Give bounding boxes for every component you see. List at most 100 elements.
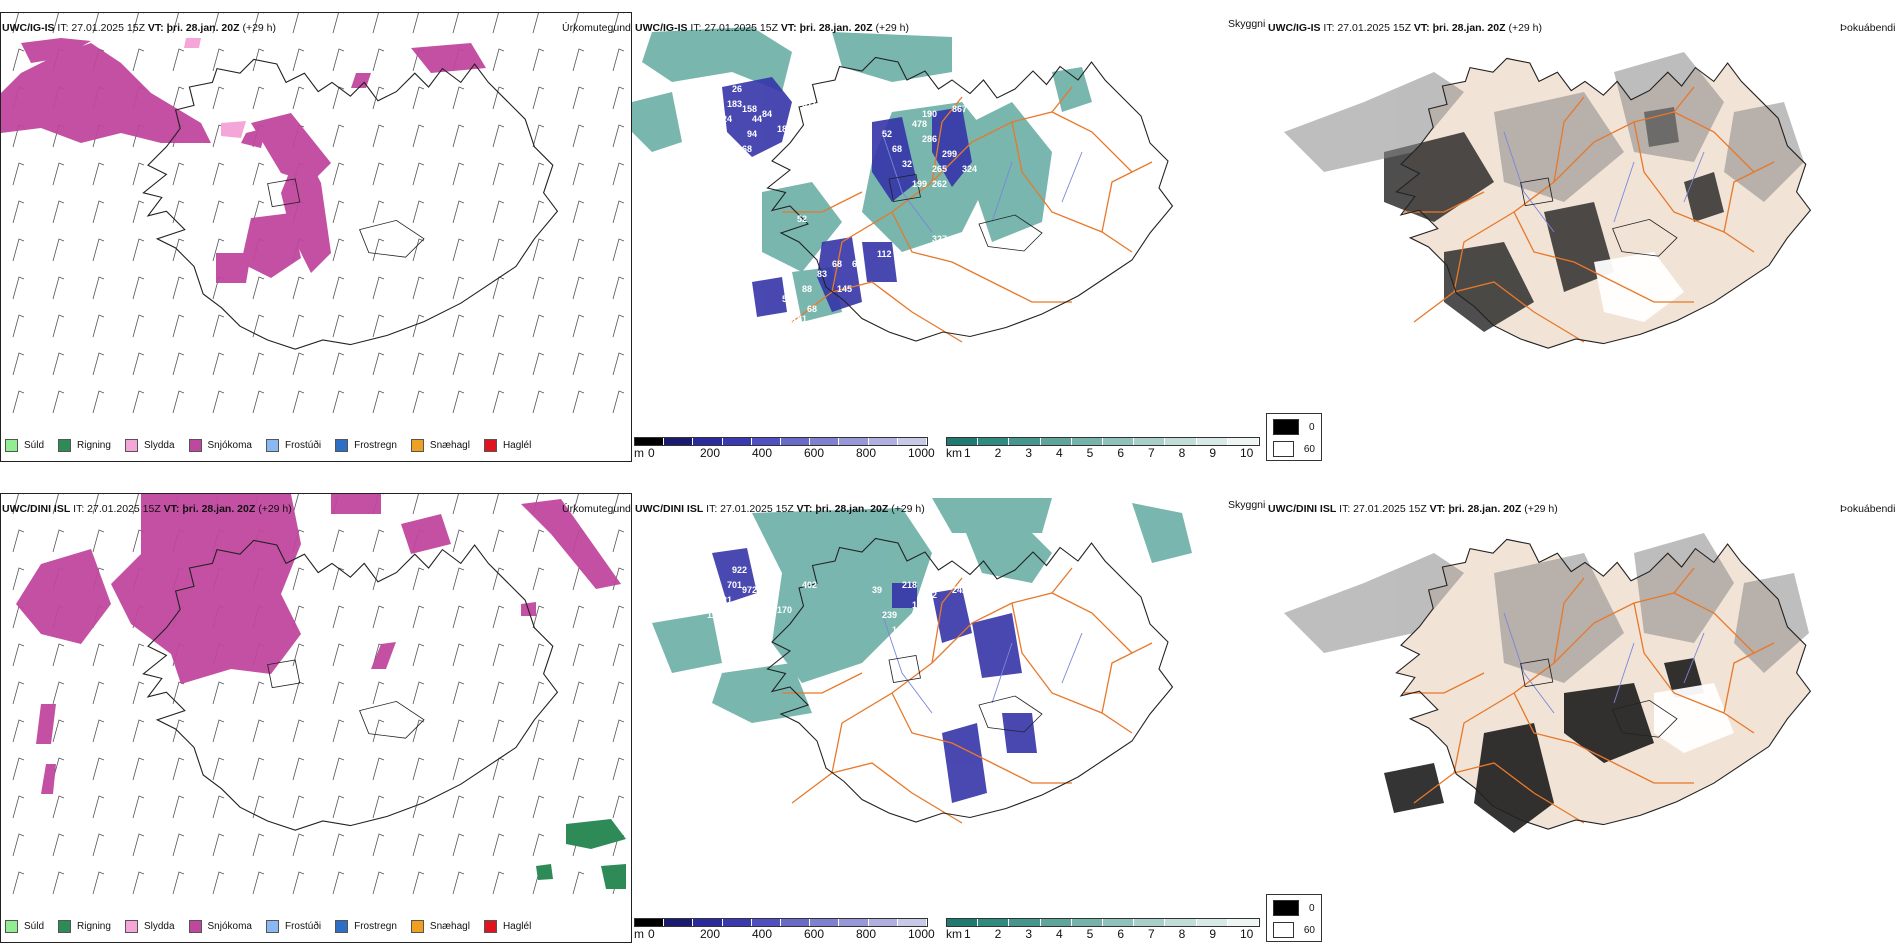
wind-barb — [292, 276, 305, 300]
road — [931, 577, 963, 664]
scale-tick: 1 — [964, 446, 971, 460]
wind-barb — [132, 276, 145, 300]
wind-barb — [52, 795, 65, 819]
wind-barb — [612, 494, 624, 515]
wind-barb — [532, 124, 545, 148]
cloudbase-label: 145 — [837, 284, 852, 294]
cloudbase-areas — [712, 548, 1037, 803]
panel-title-precip-top: Úrkomutegund — [562, 22, 631, 34]
wind-barb — [12, 719, 25, 743]
river — [1503, 131, 1705, 233]
wind-barb — [92, 162, 105, 186]
glacier-outline — [888, 174, 1043, 252]
wind-barb — [212, 162, 225, 186]
road — [1673, 567, 1695, 594]
wind-barb — [172, 833, 185, 857]
wind-barb — [492, 124, 505, 148]
cloudbase-label: 52 — [797, 214, 807, 224]
precip-legend-bottom: Súld Rigning Slydda Snjókoma Frostúði Frostre… — [5, 917, 531, 935]
wind-barb — [332, 200, 345, 224]
legend-swatch — [335, 438, 349, 452]
wind-barb — [372, 314, 385, 338]
wind-barb — [172, 390, 185, 414]
fog-index-white — [1654, 683, 1734, 753]
wind-barb — [572, 48, 585, 72]
wind-barb — [612, 13, 624, 34]
wind-barb — [172, 86, 185, 110]
scale-tick: 600 — [804, 927, 825, 941]
wind-barb — [532, 276, 545, 300]
wind-barb — [212, 681, 225, 705]
scale-swatch — [947, 919, 979, 926]
wind-barb — [532, 352, 545, 376]
scale-tick: 5 — [1086, 927, 1094, 941]
wind-barb — [92, 719, 105, 743]
wind-barb — [572, 719, 585, 743]
legend-label: Súld — [24, 920, 45, 932]
coastline — [766, 537, 1174, 823]
legend-swatch — [410, 919, 424, 933]
wind-barb — [532, 681, 545, 705]
wind-barb — [292, 833, 305, 857]
header-bottom-fog: UWC/DINI ISL IT: 27.01.2025 15Z VT: þri.… — [1268, 503, 1558, 515]
wind-barb — [412, 314, 425, 338]
wind-barb — [332, 124, 345, 148]
wind-barb — [12, 757, 25, 781]
legend-swatch — [124, 919, 138, 933]
wind-barb — [172, 200, 185, 224]
cloudbase-label: 68 — [807, 304, 817, 314]
wind-barb — [332, 681, 345, 705]
wind-barb — [572, 13, 584, 34]
wind-barb — [572, 681, 585, 705]
wind-barb — [492, 276, 505, 300]
legend-label: Frostúði — [284, 920, 322, 932]
wind-barb — [452, 681, 465, 705]
scale-tick: 600 — [804, 446, 825, 460]
legend-item: Rigning — [58, 438, 111, 452]
wind-barb — [572, 795, 585, 819]
road — [1453, 111, 1755, 293]
road — [891, 211, 1072, 303]
wind-barb — [412, 238, 425, 262]
wind-barb — [132, 238, 145, 262]
wind-barb — [412, 494, 424, 515]
wind-barb — [532, 719, 545, 743]
model-name: UWC/IG-IS — [1268, 22, 1321, 34]
fog-index-grey — [1284, 52, 1804, 202]
road — [831, 111, 1133, 293]
legend-label: Slydda — [143, 439, 175, 451]
cloudbase-label: 69 — [852, 259, 862, 269]
valid-time: VT: þri. 28.jan. 20Z — [1429, 503, 1522, 515]
fog-scale-row: 60 — [1273, 440, 1315, 458]
road — [1101, 642, 1153, 714]
wind-barb — [452, 390, 465, 414]
fog-scale-label: 0 — [1309, 902, 1315, 914]
legend-label: Snjókoma — [207, 920, 252, 932]
cloudbase-label: 44 — [752, 114, 762, 124]
wind-barb — [532, 238, 545, 262]
wind-barb — [52, 833, 65, 857]
legend-label: Snæhagl — [429, 439, 470, 451]
fog-index-areas — [1384, 658, 1704, 833]
wind-barb — [172, 276, 185, 300]
scale-tick: 9 — [1209, 446, 1217, 460]
wind-barb — [12, 162, 25, 186]
wind-barb — [492, 795, 505, 819]
height-scale-bottom: m 0 200 400 600 800 1000 — [634, 918, 935, 942]
valid-time: VT: þri. 28.jan. 20Z — [1413, 22, 1506, 34]
wind-barb — [212, 719, 225, 743]
legend-label: Frostúði — [284, 439, 322, 451]
panel-title-cloud-top: Skyggni — [1228, 18, 1266, 30]
wind-barb — [452, 86, 465, 110]
wind-barb — [332, 276, 345, 300]
panel-title-precip-bottom: Úrkomutegund — [562, 503, 631, 515]
legend-swatch — [483, 438, 497, 452]
wind-barb — [332, 757, 345, 781]
road — [791, 281, 963, 343]
wind-barb — [492, 13, 504, 34]
coastline — [142, 539, 559, 831]
wind-barb — [372, 833, 385, 857]
wind-barb — [572, 162, 585, 186]
wind-barb — [252, 719, 265, 743]
cloudbase-label: 121 — [892, 625, 907, 635]
